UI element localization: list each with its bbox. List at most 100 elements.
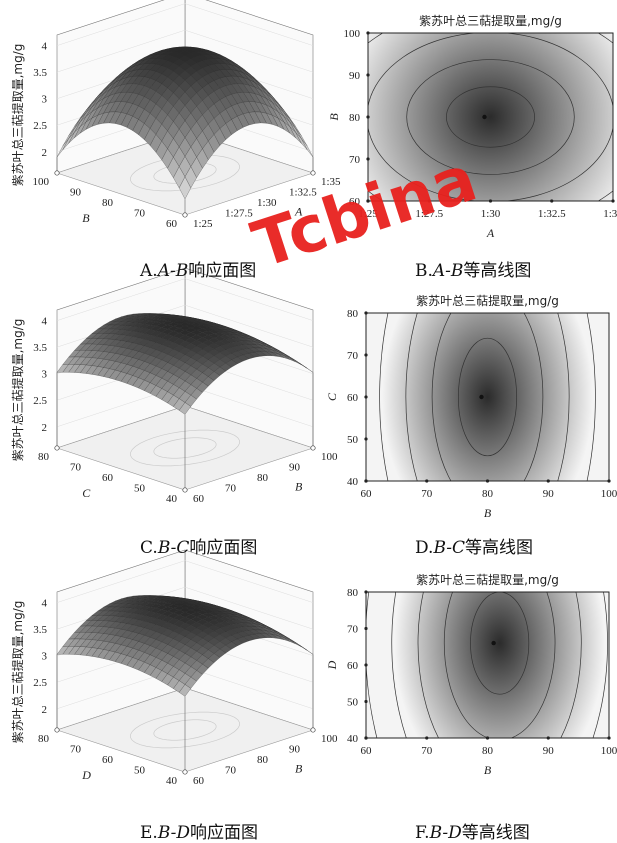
x-tick-label: 60 <box>193 493 205 505</box>
y-tick-mark <box>364 736 367 739</box>
x-tick-mark <box>486 479 489 482</box>
x-tick-mark <box>486 736 489 739</box>
contour-title: 紫苏叶总三萜提取量,mg/g <box>416 572 559 587</box>
z-tick-label: 2 <box>42 147 48 159</box>
x-tick-label: 60 <box>361 745 373 757</box>
y-tick-label: 80 <box>38 733 50 745</box>
z-tick-label: 3.5 <box>33 342 47 354</box>
y-axis-label: D <box>325 660 339 670</box>
y-tick-mark <box>364 590 367 593</box>
y-tick-label: 60 <box>102 472 114 484</box>
y-tick-mark <box>366 157 369 160</box>
x-tick-label: 90 <box>289 744 301 756</box>
y-tick-mark <box>364 479 367 482</box>
caption-e: E.B-D响应面图 <box>140 818 258 843</box>
y-axis-label: B <box>327 113 341 121</box>
z-tick-label: 2.5 <box>33 677 47 689</box>
z-tick-label: 3.5 <box>33 67 47 79</box>
x-tick-label: 100 <box>321 451 338 463</box>
z-tick-label: 2.5 <box>33 395 47 407</box>
y-tick-label: 80 <box>347 587 359 599</box>
caption-a: A.A-B响应面图 <box>140 256 256 281</box>
contour-title: 紫苏叶总三萜提取量,mg/g <box>416 293 559 308</box>
y-axis-label: B <box>82 211 90 225</box>
x-tick-label: 70 <box>225 765 237 777</box>
y-tick-mark <box>366 115 369 118</box>
design-point-marker <box>311 728 315 732</box>
x-tick-label: 80 <box>482 745 494 757</box>
design-point-marker <box>311 446 315 450</box>
y-tick-label: 40 <box>347 733 359 745</box>
x-tick-label: 80 <box>257 472 269 484</box>
design-point-marker <box>183 488 187 492</box>
y-tick-label: 40 <box>347 476 359 488</box>
z-tick-label: 4 <box>42 316 48 328</box>
y-tick-label: 40 <box>166 775 178 787</box>
caption-f: F.B-D等高线图 <box>415 818 530 843</box>
y-tick-mark <box>364 663 367 666</box>
z-axis-label: 紫苏叶总三萜提取量,mg/g <box>10 319 25 462</box>
y-tick-mark <box>364 395 367 398</box>
y-tick-label: 80 <box>38 451 50 463</box>
z-tick-label: 4 <box>42 41 48 53</box>
y-tick-mark <box>364 627 367 630</box>
z-tick-label: 2 <box>42 704 48 716</box>
x-tick-mark <box>550 199 553 202</box>
x-tick-mark <box>547 479 550 482</box>
x-tick-label: 70 <box>225 483 237 495</box>
z-tick-label: 3.5 <box>33 624 47 636</box>
y-tick-label: 100 <box>344 28 361 40</box>
caption-b: B.A-B等高线图 <box>415 256 531 281</box>
y-tick-label: 60 <box>166 218 178 230</box>
x-tick-label: 70 <box>421 488 433 500</box>
y-tick-label: 80 <box>102 197 114 209</box>
y-tick-label: 70 <box>70 744 82 756</box>
x-tick-label: 90 <box>543 745 555 757</box>
x-axis-label: B <box>484 763 492 777</box>
caption-c: C.B-C响应面图 <box>140 533 257 558</box>
z-tick-label: 3 <box>42 651 48 663</box>
x-tick-mark <box>607 736 610 739</box>
caption-d: D.B-C等高线图 <box>415 533 533 558</box>
x-tick-mark <box>547 736 550 739</box>
x-tick-label: 60 <box>361 488 373 500</box>
y-tick-label: 60 <box>347 660 359 672</box>
y-tick-mark <box>364 353 367 356</box>
y-tick-label: 80 <box>347 308 359 320</box>
y-tick-label: 50 <box>134 765 146 777</box>
z-axis-label: 紫苏叶总三萜提取量,mg/g <box>10 601 25 744</box>
center-point <box>482 115 486 119</box>
y-tick-label: 80 <box>349 112 361 124</box>
y-tick-label: 50 <box>134 483 146 495</box>
center-point <box>491 641 495 645</box>
x-tick-label: 100 <box>601 488 617 500</box>
y-tick-label: 50 <box>347 697 359 709</box>
design-point-marker <box>183 770 187 774</box>
x-tick-label: 70 <box>421 745 433 757</box>
y-tick-label: 50 <box>347 434 359 446</box>
x-axis-label: B <box>484 506 492 520</box>
y-tick-mark <box>364 700 367 703</box>
y-tick-label: 70 <box>347 350 359 362</box>
y-tick-label: 90 <box>70 187 82 199</box>
y-axis-label: D <box>81 768 91 782</box>
y-tick-label: 60 <box>347 392 359 404</box>
x-tick-label: 60 <box>193 775 205 787</box>
x-tick-label: 90 <box>543 488 555 500</box>
design-point-marker <box>183 213 187 217</box>
y-tick-mark <box>366 31 369 34</box>
y-tick-mark <box>366 73 369 76</box>
x-tick-label: 1:35 <box>603 208 617 220</box>
x-tick-label: 1:25 <box>193 218 213 230</box>
z-tick-label: 3 <box>42 94 48 106</box>
x-tick-mark <box>489 199 492 202</box>
x-tick-label: 90 <box>289 462 301 474</box>
surface-plot-e: 22.533.54607080901004050607080BD紫苏叶总三萜提取… <box>10 550 338 787</box>
z-tick-label: 3 <box>42 369 48 381</box>
x-tick-label: 100 <box>601 745 617 757</box>
y-tick-label: 90 <box>349 70 361 82</box>
y-tick-label: 40 <box>166 493 178 505</box>
x-tick-mark <box>425 479 428 482</box>
x-tick-label: 1:32.5 <box>538 208 566 220</box>
